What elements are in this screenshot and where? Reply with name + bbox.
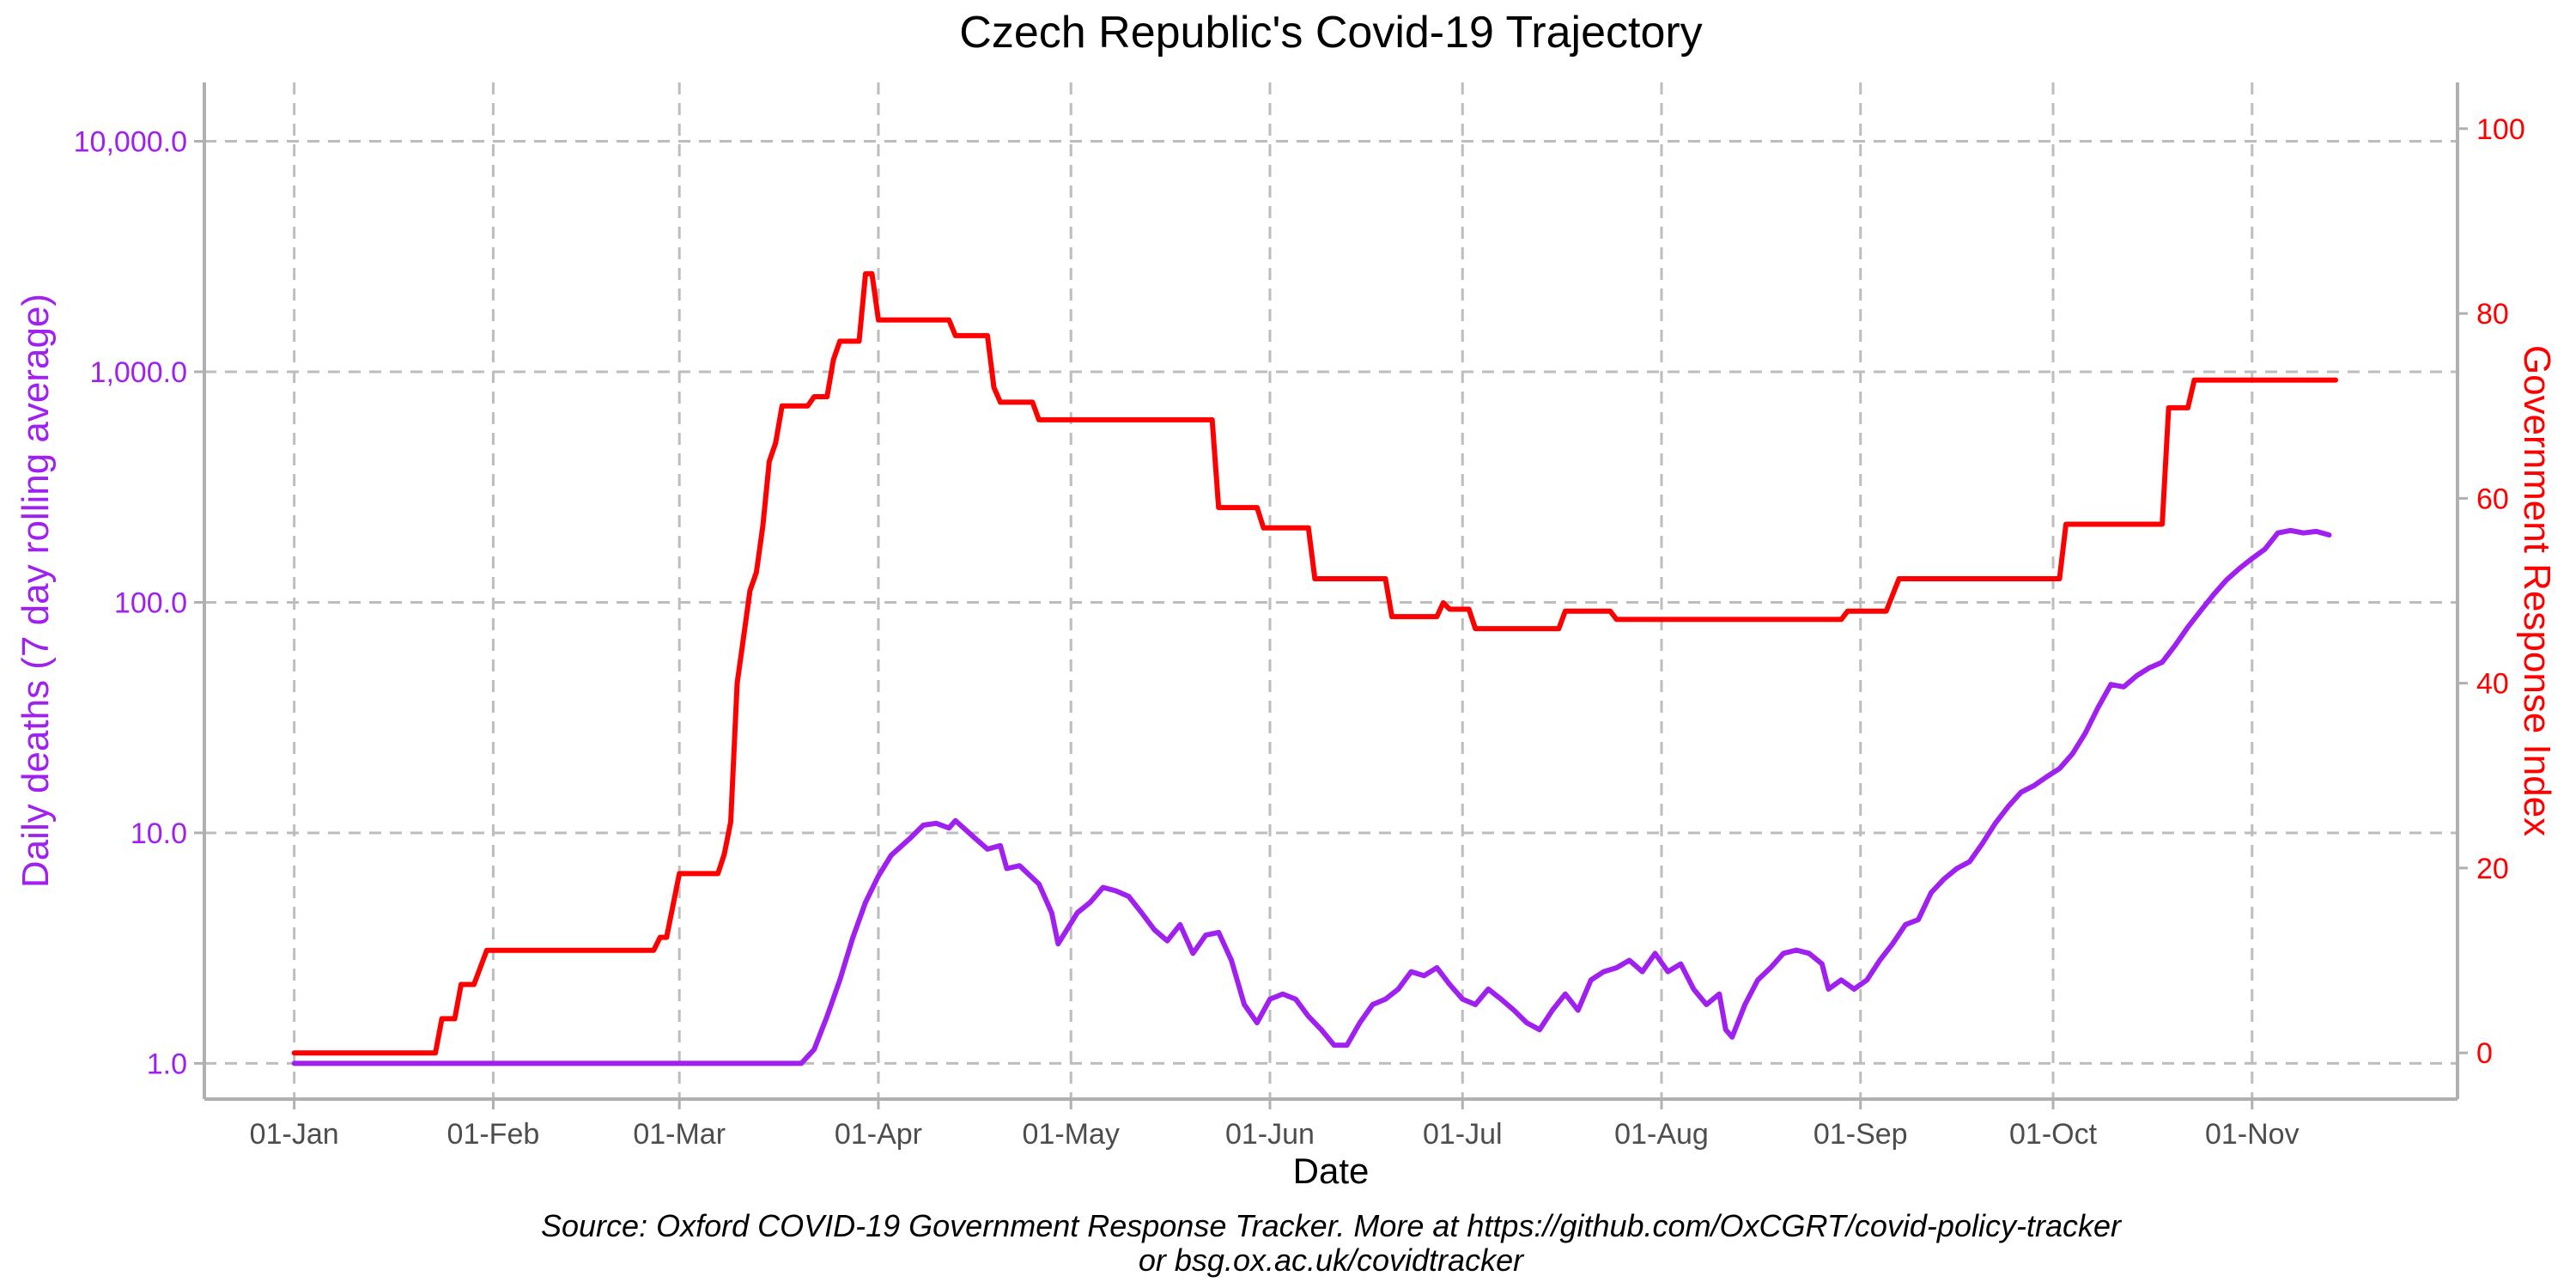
left-y-tick-label: 1,000.0 bbox=[90, 356, 187, 389]
left-y-tick-label: 10.0 bbox=[131, 817, 187, 850]
response-index-series-line bbox=[291, 270, 2338, 1056]
axes-frame bbox=[203, 82, 2459, 1101]
right-y-axis-label: Government Response Index bbox=[2516, 345, 2558, 836]
grid-layer bbox=[204, 82, 2458, 1099]
right-y-tick-label: 80 bbox=[2476, 298, 2509, 331]
x-tick-label: 01-Jun bbox=[1225, 1118, 1315, 1151]
series-layer bbox=[291, 270, 2338, 1066]
source-note-line2: or bsg.ox.ac.uk/covidtracker bbox=[1139, 1242, 1525, 1278]
right-y-tick-label: 60 bbox=[2476, 483, 2509, 515]
x-tick-label: 01-Oct bbox=[2009, 1118, 2098, 1151]
chart-title: Czech Republic's Covid-19 Trajectory bbox=[959, 8, 1702, 58]
right-y-tick-label: 0 bbox=[2476, 1037, 2493, 1070]
left-y-tick-label: 100.0 bbox=[114, 586, 187, 619]
left-y-axis-label: Daily deaths (7 day rolling average) bbox=[15, 294, 57, 888]
left-y-tick-label: 10,000.0 bbox=[74, 126, 187, 159]
x-tick-label: 01-Jan bbox=[250, 1118, 339, 1151]
x-tick-label: 01-Sep bbox=[1814, 1118, 1908, 1151]
right-y-tick-label: 40 bbox=[2476, 668, 2509, 701]
x-axis-label: Date bbox=[1293, 1151, 1370, 1191]
x-tick-label: 01-May bbox=[1023, 1118, 1120, 1151]
x-tick-label: 01-Apr bbox=[835, 1118, 922, 1151]
x-tick-label: 01-Jul bbox=[1423, 1118, 1503, 1151]
right-y-tick-label: 100 bbox=[2476, 113, 2525, 146]
x-tick-label: 01-Feb bbox=[447, 1118, 540, 1151]
source-note-line1: Source: Oxford COVID-19 Government Respo… bbox=[541, 1208, 2123, 1243]
right-y-tick-label: 20 bbox=[2476, 853, 2509, 885]
x-tick-label: 01-Mar bbox=[633, 1118, 726, 1151]
ticks-layer: 01-Jan 01-Feb 01-Mar 01-Apr 01-May 01-Jun 01-J… bbox=[74, 113, 2525, 1151]
left-y-tick-label: 1.0 bbox=[147, 1048, 187, 1080]
x-tick-label: 01-Nov bbox=[2205, 1118, 2300, 1151]
deaths-series-line bbox=[291, 527, 2332, 1066]
x-tick-label: 01-Aug bbox=[1614, 1118, 1709, 1151]
